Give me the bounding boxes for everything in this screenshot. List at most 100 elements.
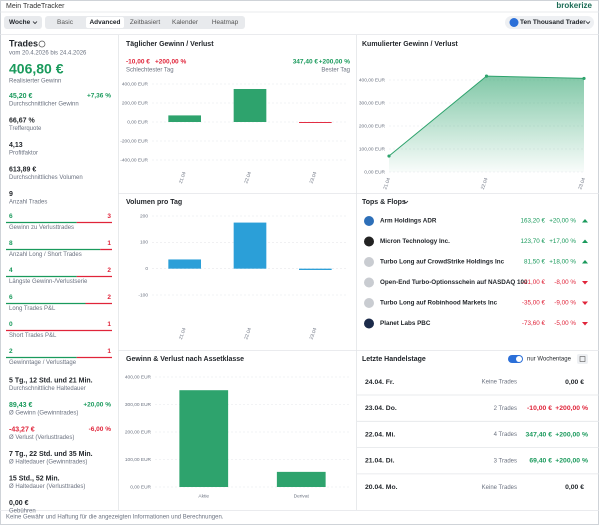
bar — [168, 259, 201, 269]
tab[interactable]: Kalender — [172, 19, 199, 26]
y-tick-label: 0,00 EUR — [364, 169, 385, 175]
stat-label: Long Trades P&L — [9, 306, 56, 312]
instrument-name: Turbo Long auf Robinhood Markets Inc — [380, 300, 498, 307]
y-tick-label: 100,00 EUR — [359, 146, 386, 152]
y-tick-label: -200,00 EUR — [120, 138, 148, 144]
account-button[interactable] — [505, 16, 594, 29]
y-tick-label: 100 — [140, 240, 148, 246]
day-value: 69,40 € — [529, 458, 552, 465]
win-count: 6 — [9, 294, 13, 301]
x-tick-label: 22.04 — [243, 171, 253, 185]
day-trades: 3 Trades — [494, 458, 517, 464]
toggle-label: nur Wochentage — [527, 357, 572, 363]
stat-value: 66,67 % — [9, 117, 35, 124]
stat-value: 4,13 — [9, 142, 23, 149]
footer-note: Keine Gewähr und Haftung für die angezei… — [6, 515, 224, 521]
loss-count: 1 — [107, 348, 111, 355]
summary-title: Trades — [9, 38, 38, 48]
instrument-change: -8,00 % — [554, 279, 576, 286]
stat-label: Ø Gewinn (Gewinntrades) — [9, 411, 78, 417]
company-icon — [364, 216, 374, 226]
company-icon — [364, 277, 374, 288]
calendar-icon — [579, 356, 586, 362]
y-tick-label: -400,00 EUR — [120, 157, 148, 163]
x-tick-label: 23.04 — [309, 327, 319, 341]
stat-value: 9 — [9, 191, 13, 198]
win-count: 8 — [9, 240, 13, 247]
realized-value: 406,80 € — [9, 61, 64, 77]
tab[interactable]: Zeitbasiert — [130, 19, 161, 26]
stat-value: 0,00 € — [9, 500, 29, 507]
info-icon — [38, 40, 46, 48]
instrument-change: +17,00 % — [549, 238, 576, 245]
day-value: 0,00 € — [565, 379, 584, 386]
y-tick-label: 0,00 EUR — [130, 484, 151, 490]
stat-label: Gebühren — [9, 509, 36, 515]
win-count: 2 — [9, 348, 13, 355]
day-trades: 2 Trades — [494, 406, 517, 412]
realized-label: Realisierter Gewinn — [9, 79, 61, 85]
stat-label: Ø Verlust (Verlusttrades) — [9, 435, 74, 441]
bar — [299, 122, 332, 123]
instrument-value: 81,50 € — [524, 259, 546, 266]
x-tick-label: Aktie — [198, 493, 209, 499]
x-tick-label: Derivat — [294, 493, 310, 499]
stat-value: 15 Std., 52 Min. — [9, 475, 60, 482]
company-icon — [364, 257, 374, 267]
tab[interactable]: Basic — [57, 19, 74, 26]
y-tick-label: 0 — [145, 266, 148, 272]
stat-value: 5 Tg., 12 Std. und 21 Min. — [9, 377, 93, 384]
calendar-button[interactable] — [577, 354, 588, 364]
stat-change: -6,00 % — [89, 426, 112, 433]
y-tick-label: 200 — [140, 213, 148, 219]
day-value: -10,00 € — [527, 405, 552, 412]
x-tick-label: 21.04 — [382, 177, 392, 191]
tab[interactable]: Heatmap — [212, 19, 239, 26]
area-fill — [389, 76, 584, 172]
stat-change: +7,36 % — [87, 93, 111, 100]
loss-count: 3 — [107, 213, 111, 220]
x-tick-label: 22.04 — [243, 327, 253, 341]
best-day-label: Bester Tag — [321, 68, 350, 74]
data-point — [484, 74, 489, 78]
stat-label: Anzahl Long / Short Trades — [9, 252, 82, 258]
day-date: 22.04. Mi. — [365, 431, 395, 438]
day-trades: 4 Trades — [494, 432, 517, 438]
company-icon — [364, 318, 374, 329]
date-range: vom 20.4.2026 bis 24.4.2026 — [9, 51, 87, 57]
best-day-value: 347,40 € — [293, 59, 319, 66]
y-tick-label: 200,00 EUR — [125, 429, 152, 435]
toggle-knob — [516, 356, 522, 362]
stat-label: Durchschnittliche Haltedauer — [9, 386, 86, 392]
day-date: 24.04. Fr. — [365, 379, 394, 386]
instrument-change: -5,00 % — [554, 320, 576, 327]
loss-count: 2 — [107, 294, 111, 301]
worst-day-value: -10,00 € — [126, 59, 150, 66]
stat-value: 45,20 € — [9, 93, 32, 100]
day-trades: Keine Trades — [482, 380, 517, 386]
instrument-change: +18,00 % — [549, 259, 576, 266]
brand-logo: brokerize — [556, 1, 592, 10]
stat-value: 613,89 € — [9, 166, 36, 173]
y-tick-label: 200,00 EUR — [122, 100, 149, 106]
data-point — [387, 154, 391, 158]
stat-value: 89,43 € — [9, 402, 32, 409]
active-tab — [86, 17, 124, 28]
win-count: 4 — [9, 267, 13, 274]
day-trades: Keine Trades — [482, 485, 517, 491]
y-tick-label: 400,00 EUR — [122, 81, 149, 87]
instrument-value: -35,00 € — [522, 300, 546, 307]
period-button[interactable] — [4, 16, 42, 29]
chevron-icon — [32, 21, 38, 25]
win-count: 6 — [9, 213, 13, 220]
tab[interactable]: Advanced — [89, 19, 120, 26]
up-arrow — [582, 260, 588, 264]
bar — [233, 222, 267, 269]
y-tick-label: 0,00 EUR — [127, 119, 148, 125]
down-arrow — [582, 301, 588, 305]
day-date: 23.04. Do. — [365, 405, 397, 412]
stat-label: Anzahl Trades — [9, 200, 47, 206]
up-arrow — [582, 239, 588, 243]
bar — [179, 390, 229, 487]
